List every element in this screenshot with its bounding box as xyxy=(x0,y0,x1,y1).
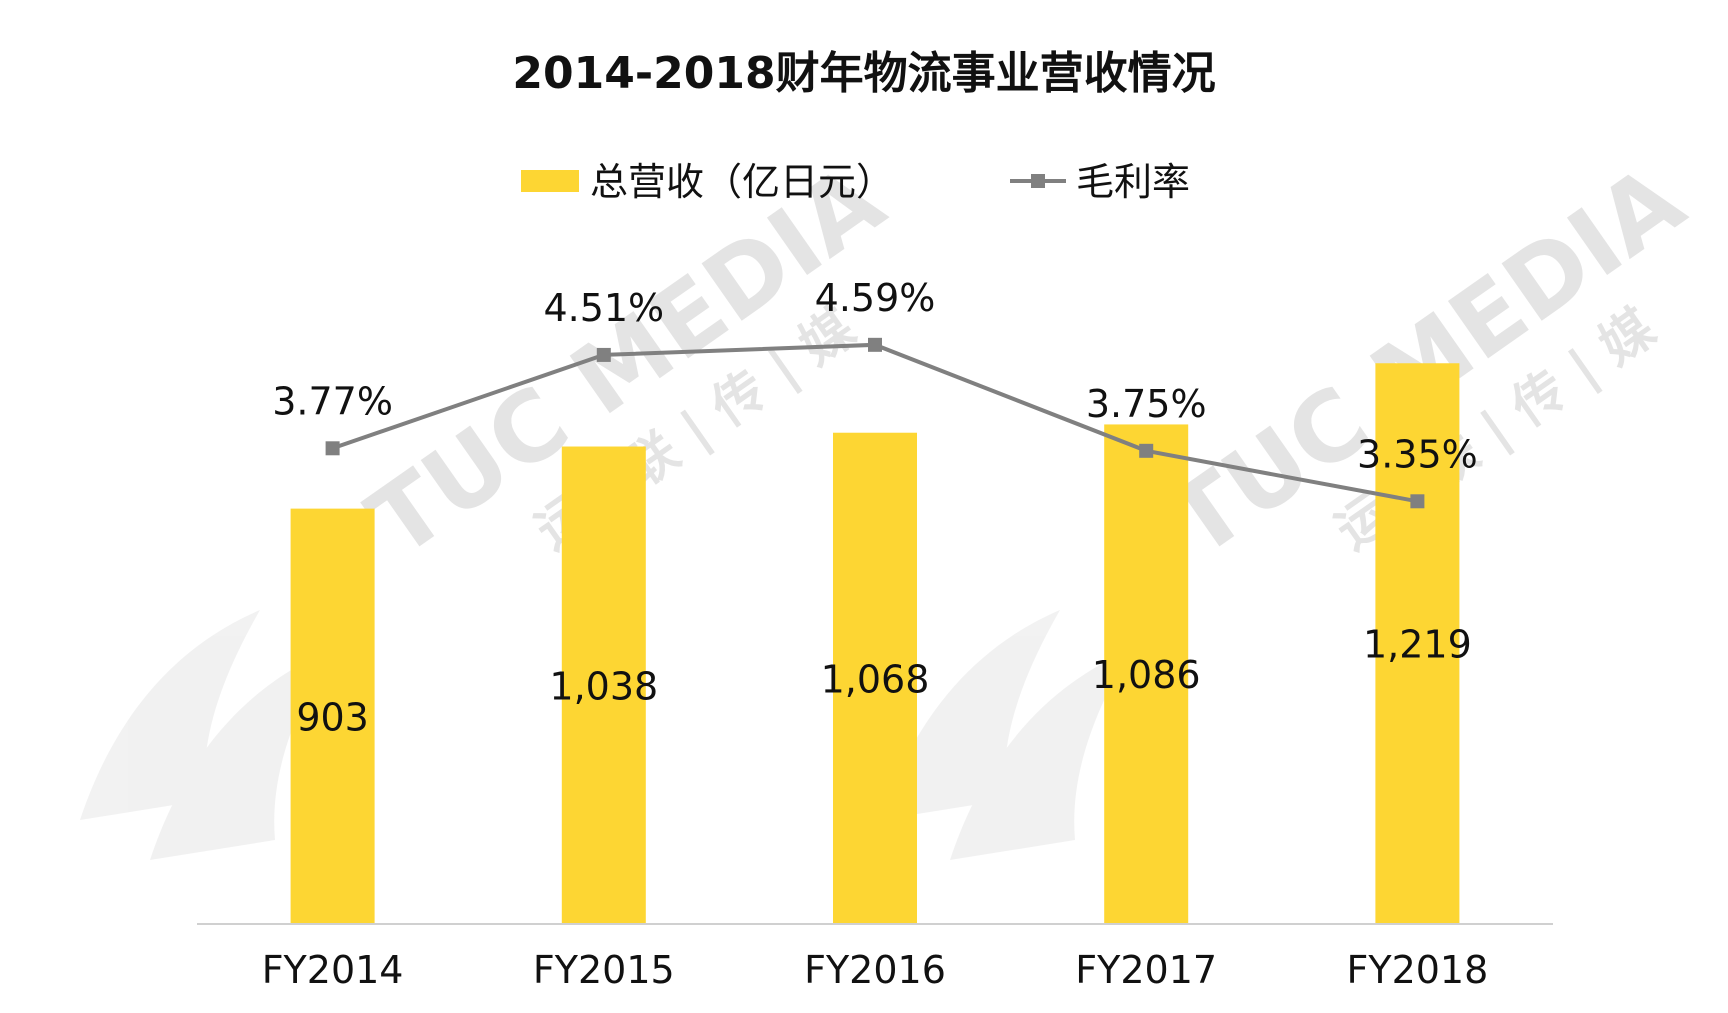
margin-value-label: 4.51% xyxy=(543,286,664,330)
x-axis-ticks: FY2014 FY2015 FY2016 FY2017 FY2018 xyxy=(262,948,1489,992)
margin-point xyxy=(325,441,340,456)
margin-value-label: 3.77% xyxy=(272,379,393,423)
bar-fy2016 xyxy=(833,432,917,924)
legend-bar-label: 总营收（亿日元） xyxy=(590,160,894,204)
bar-fy2015 xyxy=(561,446,646,924)
bar-series xyxy=(290,363,1460,924)
bar-value-label: 1,086 xyxy=(1092,653,1201,697)
x-tick-label: FY2017 xyxy=(1075,948,1217,992)
chart-title: 2014-2018财年物流事业营收情况 xyxy=(512,48,1215,99)
bar-fy2018 xyxy=(1375,363,1460,924)
bar-value-label: 903 xyxy=(296,695,369,739)
legend-line-marker xyxy=(1031,174,1045,188)
bar-labels: 903 1,038 1,068 1,086 1,219 xyxy=(296,623,1471,740)
bar-fy2017 xyxy=(1104,424,1189,924)
x-tick-label: FY2016 xyxy=(804,948,946,992)
watermark-logo xyxy=(80,610,1130,860)
legend-bar-swatch xyxy=(521,170,579,192)
x-tick-label: FY2018 xyxy=(1347,948,1489,992)
bar-fy2014 xyxy=(290,508,375,924)
margin-point xyxy=(868,337,882,352)
margin-point xyxy=(1410,494,1425,509)
x-tick-label: FY2015 xyxy=(533,948,675,992)
margin-value-label: 3.35% xyxy=(1357,432,1478,476)
margin-value-label: 3.75% xyxy=(1086,382,1207,426)
x-tick-label: FY2014 xyxy=(262,948,404,992)
rate-labels: 3.77% 4.51% 4.59% 3.75% 3.35% xyxy=(272,276,1478,476)
margin-point xyxy=(1139,443,1154,458)
margin-point xyxy=(596,347,611,362)
bar-value-label: 1,219 xyxy=(1363,623,1472,667)
bar-value-label: 1,038 xyxy=(549,664,658,708)
bar-value-label: 1,068 xyxy=(821,657,930,701)
legend: 总营收（亿日元） 毛利率 xyxy=(521,160,1190,204)
legend-line-label: 毛利率 xyxy=(1076,160,1190,204)
line-series xyxy=(325,337,1425,509)
margin-value-label: 4.59% xyxy=(815,276,936,320)
